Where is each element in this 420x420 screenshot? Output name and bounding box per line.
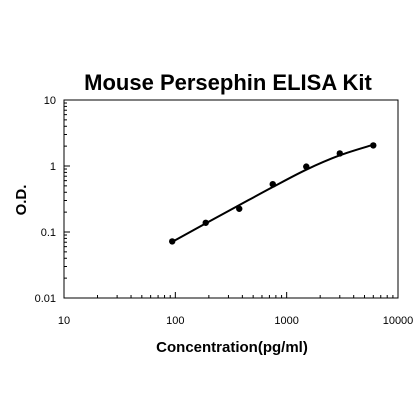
y-tick-label: 0.01: [35, 293, 56, 305]
y-tick-label: 10: [44, 95, 56, 107]
data-point: [169, 238, 176, 245]
y-tick-label: 1: [50, 161, 56, 173]
x-tick-label: 10000: [383, 315, 414, 327]
y-axis-ticks: 0.01 0.1 1 10: [35, 95, 70, 305]
data-point: [269, 180, 276, 188]
data-point: [370, 142, 377, 149]
data-point: [336, 150, 343, 157]
data-points: [169, 142, 377, 245]
fit-curve: [171, 143, 374, 243]
data-point: [236, 205, 243, 212]
data-point: [202, 219, 209, 226]
data-point: [303, 163, 310, 170]
x-tick-label: 1000: [274, 315, 298, 327]
x-tick-label: 100: [166, 315, 184, 327]
y-tick-label: 0.1: [41, 227, 56, 239]
y-axis-label: O.D.: [13, 185, 30, 216]
chart-title: Mouse Persephin ELISA Kit: [84, 70, 372, 95]
x-axis-label: Concentration(pg/ml): [156, 339, 308, 356]
x-axis-ticks: 10 100 1000 10000: [58, 292, 413, 327]
x-tick-label: 10: [58, 315, 70, 327]
plot-frame: [63, 99, 399, 299]
plot-axes: [63, 99, 399, 299]
